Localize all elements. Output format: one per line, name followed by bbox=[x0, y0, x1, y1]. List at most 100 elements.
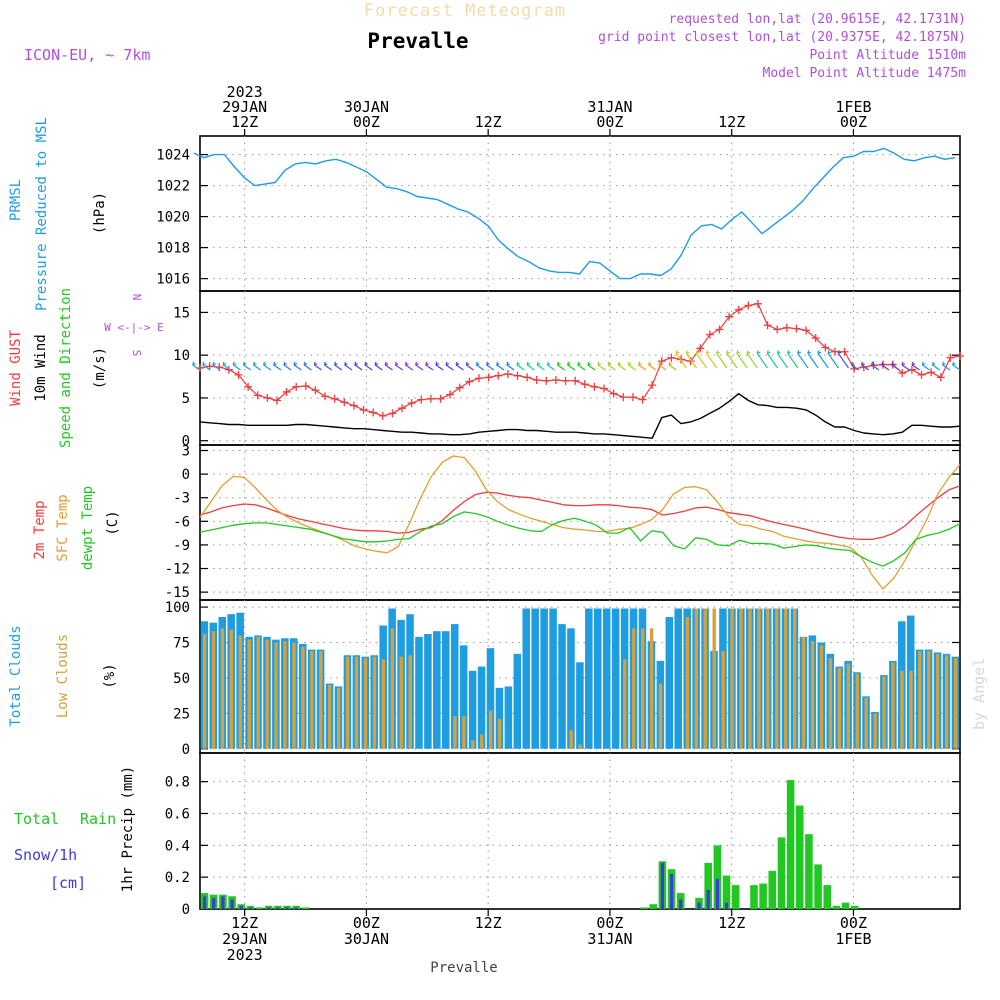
gust-marker bbox=[917, 370, 926, 379]
time-label-top: 00Z bbox=[596, 113, 623, 131]
low-cloud-bar bbox=[229, 629, 234, 749]
wind-direction-arrow bbox=[797, 352, 809, 369]
low-cloud-bar bbox=[238, 635, 243, 749]
wind-direction-arrow bbox=[787, 352, 799, 369]
wind-direction-arrow bbox=[627, 361, 632, 366]
pressure-label: Pressure Reduced to MSL bbox=[34, 117, 50, 311]
pressure-ytick-label: 1018 bbox=[156, 241, 190, 257]
low-cloud-bar bbox=[256, 636, 260, 749]
low-cloud-bar bbox=[721, 651, 725, 749]
precip-ytick-label: 0.6 bbox=[165, 806, 190, 822]
rain-bar bbox=[640, 907, 648, 909]
pressure-ytick-label: 1016 bbox=[156, 272, 190, 288]
wind-direction-arrow bbox=[344, 361, 348, 366]
gust-marker bbox=[551, 375, 560, 384]
total-cloud-bar bbox=[442, 631, 450, 749]
low-cloud-bar bbox=[900, 670, 904, 749]
low-cloud-bar bbox=[837, 668, 842, 749]
low-cloud-bar bbox=[274, 642, 278, 749]
wind-direction-arrow bbox=[374, 364, 383, 371]
wind-direction-arrow bbox=[425, 361, 429, 366]
gust-marker bbox=[802, 326, 811, 335]
low-cloud-bar bbox=[354, 656, 359, 749]
temp2m-label: 2m Temp bbox=[32, 500, 48, 559]
low-cloud-bar bbox=[381, 659, 386, 749]
wind-direction-arrow bbox=[638, 364, 647, 371]
precip-rain-label: Rain bbox=[80, 810, 116, 828]
rain-bar bbox=[713, 845, 722, 909]
wind-direction-arrow bbox=[283, 364, 292, 371]
gust-marker bbox=[898, 369, 907, 378]
low-cloud-bar bbox=[202, 634, 207, 749]
clouds-ytick-label: 25 bbox=[173, 706, 190, 722]
snow-bar bbox=[202, 896, 207, 909]
wind-direction-arrow bbox=[313, 364, 322, 371]
low-cloud-bar bbox=[292, 642, 296, 749]
low-cloud-bar bbox=[766, 608, 770, 749]
gust-marker bbox=[407, 399, 416, 408]
wind-direction-arrow bbox=[716, 350, 720, 354]
pressure-ytick-label: 1020 bbox=[156, 210, 190, 226]
low-cloud-bar bbox=[220, 628, 225, 749]
low-cloud-bar bbox=[658, 683, 663, 749]
clouds-ytick-label: 50 bbox=[173, 671, 190, 687]
gust-marker bbox=[782, 323, 791, 332]
wind-direction-arrow bbox=[202, 361, 206, 366]
wind-direction-arrow bbox=[776, 350, 781, 354]
wind-ytick-label: 15 bbox=[173, 305, 190, 321]
gust-marker bbox=[927, 368, 936, 377]
low-cloud-bar bbox=[918, 651, 922, 749]
low-cloud-bar bbox=[703, 608, 707, 749]
wind-direction-arrow bbox=[746, 352, 758, 369]
compass-west-east: W <-|-> E bbox=[104, 321, 164, 334]
wind-direction-arrow bbox=[577, 361, 581, 366]
wind-direction-arrow bbox=[212, 361, 217, 366]
gust-marker bbox=[638, 395, 647, 404]
temperature-ytick-label: 3 bbox=[182, 444, 190, 460]
rain-bar bbox=[722, 875, 731, 909]
low-cloud-bar bbox=[810, 641, 815, 749]
time-label-top: 1FEB bbox=[835, 98, 871, 116]
gust-marker bbox=[946, 353, 955, 362]
low-cloud-bar bbox=[792, 608, 797, 749]
gust-marker bbox=[628, 393, 637, 402]
precip-ytick-label: 0.2 bbox=[165, 870, 190, 886]
low-cloud-bar bbox=[757, 608, 761, 749]
low-cloud-bar bbox=[891, 662, 895, 749]
total-cloud-bar bbox=[522, 608, 531, 749]
wind-direction-arrow bbox=[668, 361, 673, 366]
wind-direction-arrow bbox=[850, 364, 860, 371]
wind-direction-arrow bbox=[414, 361, 419, 366]
gust-marker bbox=[465, 377, 474, 386]
low-cloud-bar bbox=[569, 730, 573, 749]
wind-direction-arrow bbox=[695, 352, 708, 369]
gust-marker bbox=[224, 365, 233, 374]
dewpt-line bbox=[199, 511, 961, 567]
wind-direction-arrow bbox=[942, 364, 951, 371]
wind-direction-arrow bbox=[870, 361, 875, 366]
low-cloud-bar bbox=[363, 658, 368, 749]
wind-direction-arrow bbox=[931, 361, 936, 366]
wind-direction-arrow bbox=[496, 364, 505, 371]
location-title: Prevalle bbox=[367, 29, 468, 53]
wind-direction-arrow bbox=[566, 361, 571, 366]
time-label-bottom: 00Z bbox=[840, 914, 867, 932]
time-label-top: 00Z bbox=[840, 113, 867, 131]
total-cloud-bar bbox=[674, 608, 683, 749]
temp-2m-line bbox=[199, 485, 961, 541]
total-cloud-bar bbox=[531, 608, 539, 749]
gust-marker bbox=[436, 394, 445, 403]
temperature-ytick-label: -3 bbox=[173, 491, 190, 507]
wind-direction-arrow bbox=[283, 361, 288, 366]
wind-direction-arrow bbox=[384, 361, 389, 366]
wind-direction-arrow bbox=[293, 361, 298, 366]
snow-bar bbox=[679, 899, 683, 909]
wind-direction-arrow bbox=[273, 364, 282, 371]
low-cloud-bar bbox=[855, 673, 859, 749]
low-cloud-bar bbox=[694, 608, 699, 749]
pressure-ytick-label: 1022 bbox=[156, 179, 190, 195]
precip-cm-label: [cm] bbox=[50, 874, 86, 892]
wind-direction-arrow bbox=[807, 350, 811, 354]
clouds-unit: (%) bbox=[102, 663, 118, 688]
